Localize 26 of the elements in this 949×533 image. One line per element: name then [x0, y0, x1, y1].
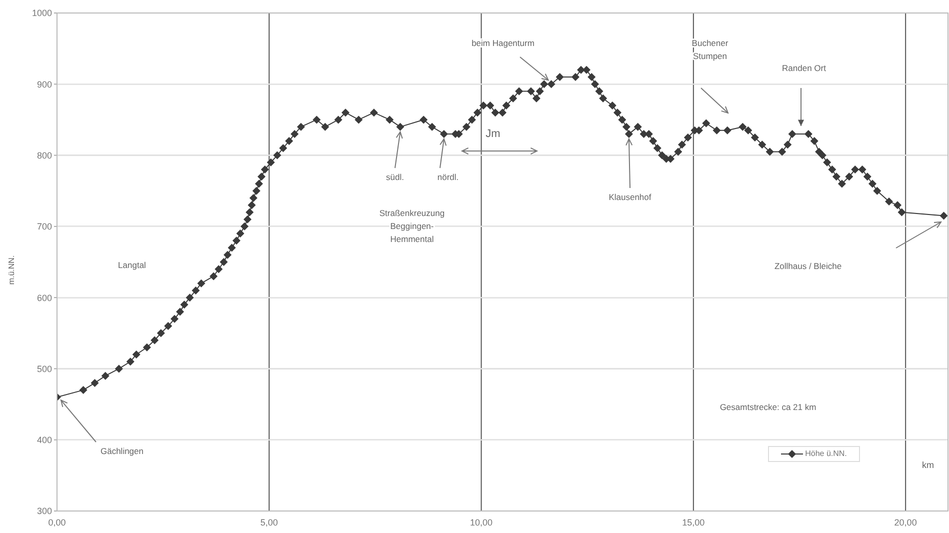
legend-label: Höhe ü.NN. — [805, 448, 847, 460]
annotation: Gesamtstrecke: ca 21 km — [720, 402, 816, 412]
y-tick-label: 800 — [36, 150, 52, 160]
y-tick-label: 1000 — [32, 8, 52, 18]
annotation: Zollhaus / Bleiche — [774, 261, 842, 271]
annotation: Gächlingen — [100, 446, 144, 456]
annotation: südl. — [386, 172, 404, 182]
annotation: nördl. — [437, 172, 459, 182]
annotation: Randen Ort — [782, 63, 827, 73]
annotation: Straßenkreuzung Beggingen- Hemmental — [379, 208, 445, 244]
x-tick-label: 20,00 — [894, 517, 917, 528]
y-axis-title: m.ü.NN. — [7, 255, 16, 285]
annotation: Klausenhof — [608, 192, 652, 202]
annotation: Langtal — [118, 260, 146, 270]
y-tick-label: 500 — [36, 364, 52, 374]
x-axis-title: km — [922, 460, 934, 470]
y-tick-label: 600 — [36, 292, 52, 303]
x-tick-label: 0,00 — [48, 517, 66, 528]
y-tick-label: 400 — [36, 435, 52, 446]
x-tick-label: 10,00 — [470, 517, 493, 528]
y-tick-label: 300 — [36, 506, 52, 516]
x-tick-label: 5,00 — [260, 517, 278, 528]
x-tick-label: 15,00 — [682, 517, 705, 528]
y-tick-label: 700 — [36, 222, 52, 232]
annotation: Jm — [486, 128, 500, 140]
y-tick-label: 900 — [36, 79, 52, 90]
